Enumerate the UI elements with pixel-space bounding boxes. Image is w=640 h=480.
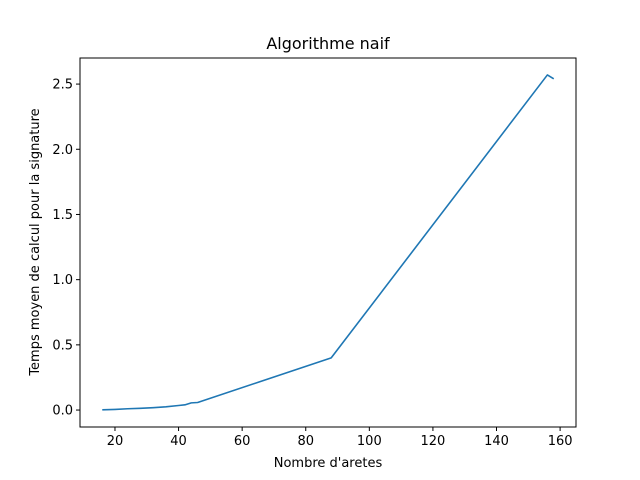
plot-frame <box>79 57 577 428</box>
x-tick-label: 160 <box>548 434 573 449</box>
x-tick-label: 140 <box>484 434 509 449</box>
y-tick-label: 0.5 <box>52 338 73 353</box>
x-tick-label: 80 <box>297 434 314 449</box>
x-axis-label: Nombre d'aretes <box>274 456 383 471</box>
x-axis: 20 40 60 80 100 120 140 160 <box>107 427 573 449</box>
y-axis-label: Temps moyen de calcul pour la signature <box>28 108 43 376</box>
x-tick-label: 40 <box>170 434 187 449</box>
y-axis: 0.0 0.5 1.0 1.5 2.0 2.5 <box>52 78 80 419</box>
y-tick-label: 2.5 <box>52 78 73 93</box>
y-tick-label: 0.0 <box>52 404 73 419</box>
y-tick-label: 2.0 <box>52 143 73 158</box>
y-tick-label: 1.5 <box>52 208 73 223</box>
y-tick-label: 1.0 <box>52 273 73 288</box>
x-tick-label: 60 <box>234 434 251 449</box>
series-layer <box>102 74 555 411</box>
x-tick-label: 100 <box>357 434 382 449</box>
x-tick-label: 20 <box>107 434 124 449</box>
plot-area <box>79 57 577 428</box>
x-tick-label: 120 <box>421 434 446 449</box>
chart-title: Algorithme naif <box>266 34 390 53</box>
series-line-0 <box>102 74 555 411</box>
